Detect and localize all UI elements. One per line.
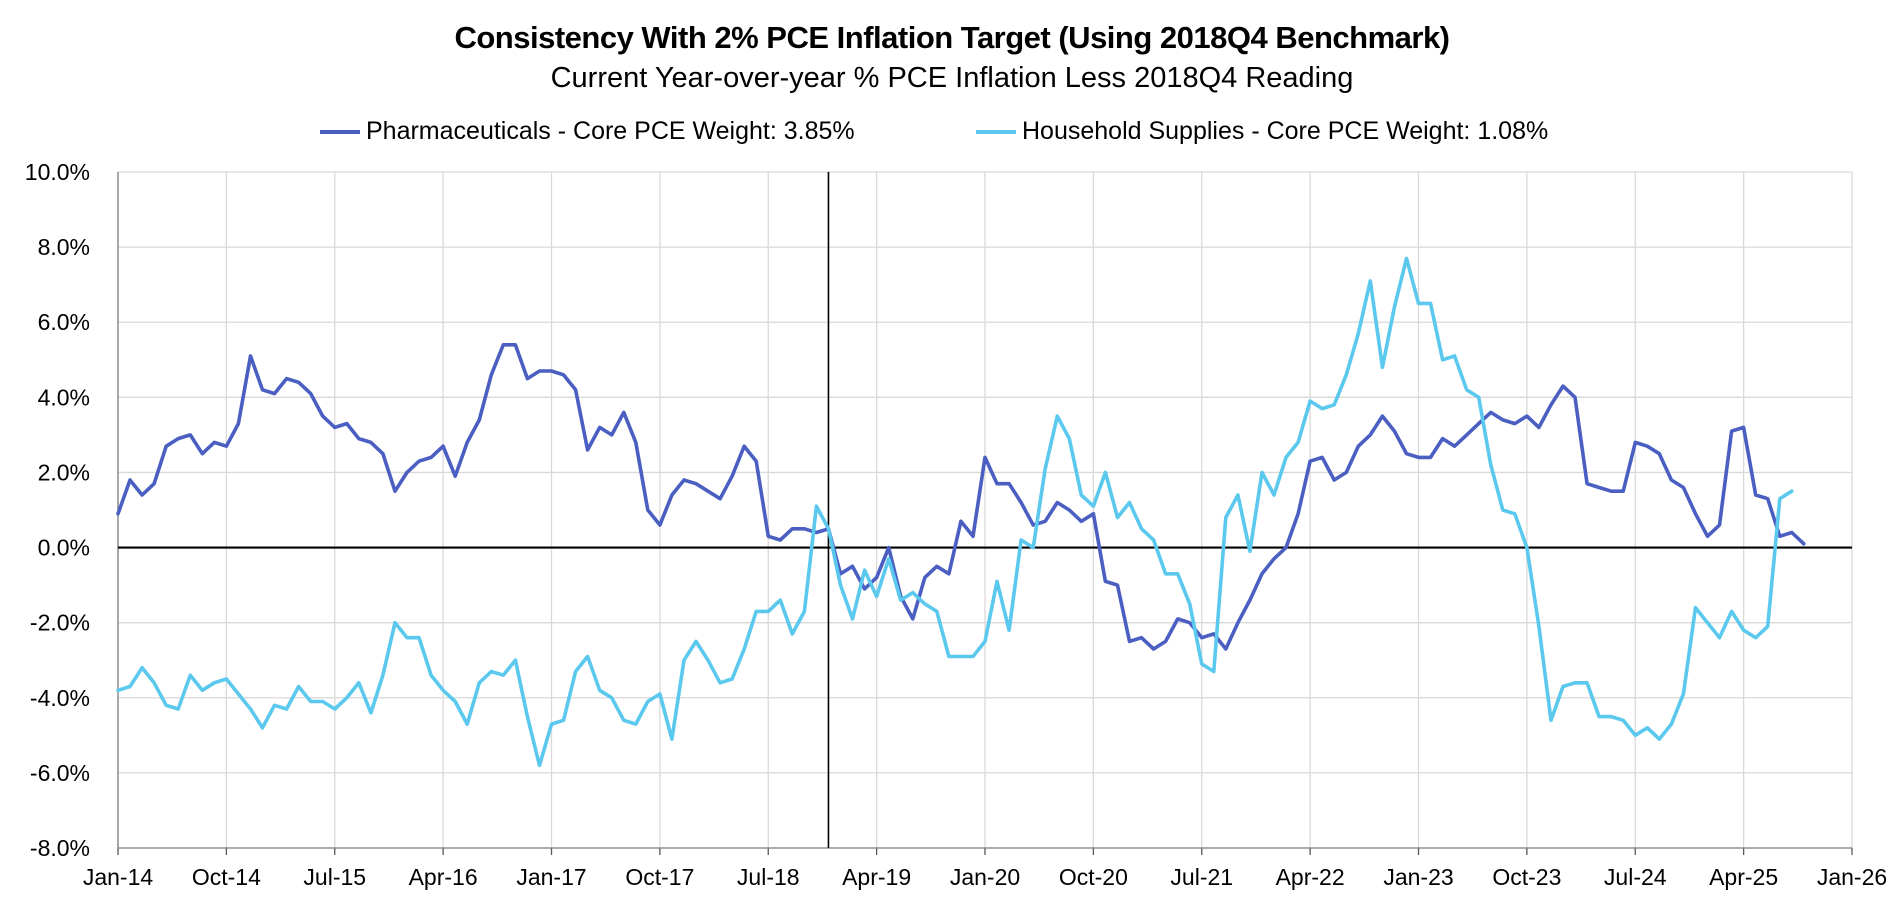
- legend-swatch-series-2: [976, 129, 1016, 134]
- x-tick-label: Oct-20: [1059, 864, 1128, 890]
- series-line-2: [116, 256, 1794, 768]
- y-tick-label: 2.0%: [38, 459, 90, 485]
- y-tick-label: -6.0%: [30, 760, 90, 786]
- series-line-1: [116, 342, 1806, 651]
- x-tick-label: Apr-22: [1276, 864, 1345, 890]
- y-tick-label: -8.0%: [30, 835, 90, 861]
- legend-swatch-series-1: [320, 129, 360, 134]
- y-tick-label: 6.0%: [38, 309, 90, 335]
- chart-subtitle: Current Year-over-year % PCE Inflation L…: [550, 62, 1354, 94]
- y-tick-label: -2.0%: [30, 610, 90, 636]
- legend-item-series-2: Household Supplies - Core PCE Weight: 1.…: [976, 117, 1548, 146]
- x-tick-label: Apr-25: [1709, 864, 1778, 890]
- x-tick-label: Jan-20: [950, 864, 1020, 890]
- x-tick-label: Oct-17: [625, 864, 694, 890]
- chart-title: Consistency With 2% PCE Inflation Target…: [454, 20, 1450, 55]
- legend-label-series-1: Pharmaceuticals - Core PCE Weight: 3.85%: [366, 117, 855, 145]
- x-tick-label: Jan-17: [516, 864, 586, 890]
- legend-item-series-1: Pharmaceuticals - Core PCE Weight: 3.85%: [320, 117, 855, 146]
- y-tick-label: -4.0%: [30, 685, 90, 711]
- y-tick-label: 4.0%: [38, 384, 90, 410]
- x-tick-label: Jul-21: [1170, 864, 1233, 890]
- legend-label-series-2: Household Supplies - Core PCE Weight: 1.…: [1022, 117, 1549, 145]
- x-tick-label: Jan-26: [1817, 864, 1887, 890]
- x-tick-label: Apr-16: [409, 864, 478, 890]
- y-tick-label: 8.0%: [38, 234, 90, 260]
- y-tick-label: 0.0%: [38, 535, 90, 561]
- x-tick-label: Jan-23: [1383, 864, 1453, 890]
- x-tick-label: Oct-14: [192, 864, 261, 890]
- x-tick-label: Apr-19: [842, 864, 911, 890]
- x-tick-label: Jul-15: [303, 864, 366, 890]
- x-tick-label: Jan-14: [83, 864, 154, 890]
- y-tick-label: 10.0%: [25, 159, 90, 185]
- legend: Pharmaceuticals - Core PCE Weight: 3.85%…: [0, 117, 1904, 151]
- x-tick-label: Jul-24: [1604, 864, 1667, 890]
- x-tick-label: Oct-23: [1492, 864, 1561, 890]
- x-tick-label: Jul-18: [737, 864, 800, 890]
